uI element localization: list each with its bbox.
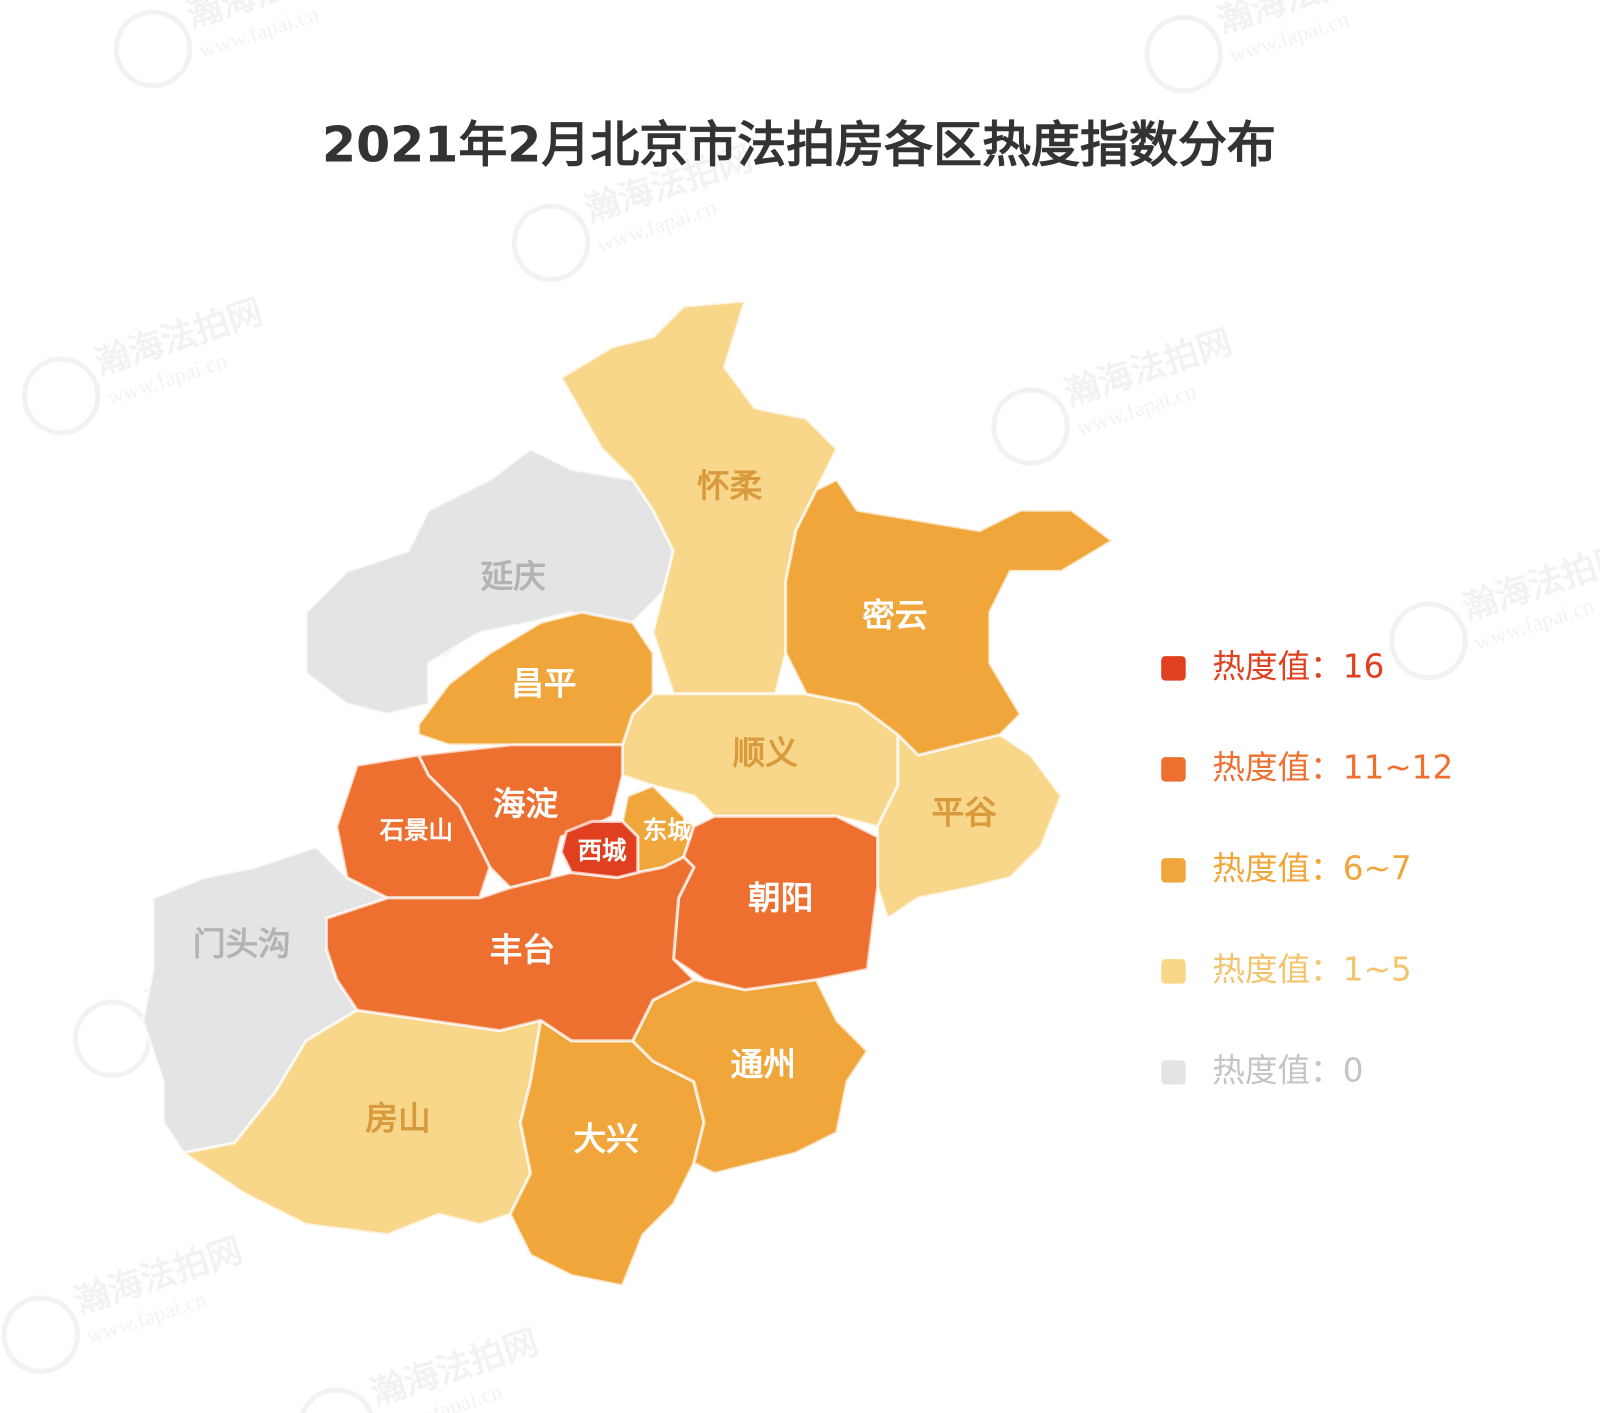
- watermark-logo: [1389, 601, 1468, 681]
- district-label: 顺义: [733, 734, 799, 772]
- legend-swatch: [1161, 959, 1186, 984]
- legend-label: 热度值：6~7: [1212, 849, 1411, 887]
- legend-label: 热度值：1~5: [1212, 950, 1411, 988]
- district-label: 西城: [578, 836, 627, 865]
- watermark-logo: [72, 999, 152, 1079]
- district-area: [784, 478, 1114, 757]
- legend-label: 热度值：16: [1212, 647, 1384, 685]
- legend-swatch: [1161, 757, 1186, 782]
- district-label: 平谷: [932, 793, 998, 831]
- watermark-logo: [21, 356, 101, 436]
- district-area: [324, 855, 696, 1043]
- district-label: 怀柔: [697, 467, 763, 505]
- district-label: 朝阳: [748, 879, 813, 917]
- district-label: 东城: [643, 816, 692, 845]
- legend-label: 热度值：0: [1212, 1051, 1363, 1089]
- district-label: 海淀: [493, 785, 559, 823]
- watermark-logo: [299, 1387, 374, 1413]
- watermark-logo: [1, 1295, 81, 1374]
- watermark-logo: [511, 203, 591, 283]
- watermark-logo: [1144, 14, 1223, 94]
- district-area: [304, 447, 675, 716]
- district-label: 丰台: [490, 931, 555, 969]
- legend-label: 热度值：11~12: [1212, 748, 1453, 786]
- district-label: 大兴: [573, 1120, 638, 1158]
- district-label: 门头沟: [193, 925, 291, 963]
- watermark-logo: [113, 9, 193, 89]
- watermark-logo: [991, 387, 1070, 466]
- district-label: 延庆: [481, 558, 547, 596]
- district-label: 昌平: [511, 665, 576, 703]
- district-label: 通州: [731, 1045, 796, 1083]
- district-label: 密云: [862, 596, 927, 634]
- district-area: [416, 610, 655, 747]
- district-label: 石景山: [379, 816, 453, 845]
- map-title: 2021年2月北京市法拍房各区热度指数分布: [322, 116, 1276, 173]
- district-area: [559, 819, 640, 880]
- district-area: [335, 753, 492, 900]
- district-label: 房山: [365, 1099, 430, 1137]
- legend-swatch: [1161, 1060, 1186, 1085]
- legend-swatch: [1161, 656, 1186, 681]
- legend-swatch: [1161, 858, 1186, 883]
